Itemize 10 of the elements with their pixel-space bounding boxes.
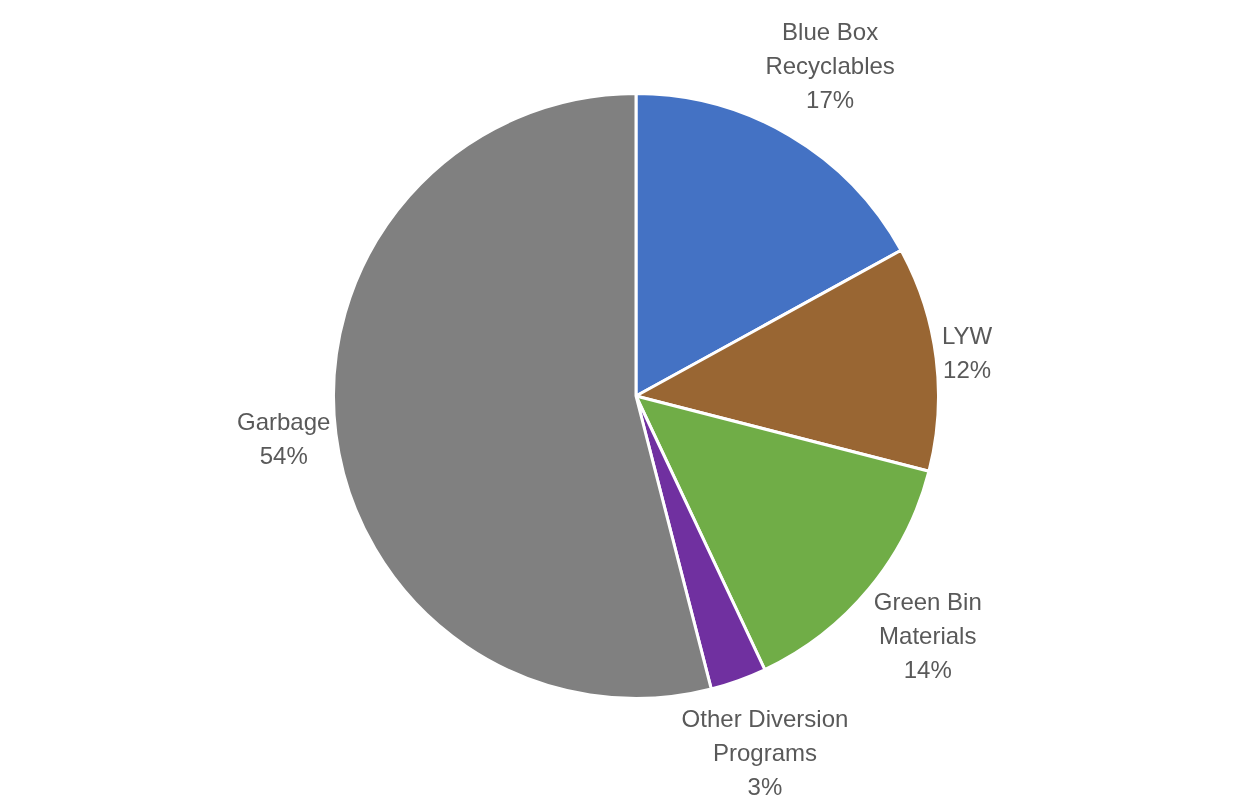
slice-label: Other Diversion Programs <box>681 704 849 766</box>
slice-label: Garbage <box>237 408 331 436</box>
slice-label: Blue Box Recyclables <box>765 18 895 80</box>
slice-label: Green Bin Materials <box>873 587 982 649</box>
data-label: 12% <box>943 355 992 383</box>
data-label: 54% <box>259 442 308 470</box>
data-label: 3% <box>747 772 783 800</box>
data-label: 14% <box>903 655 952 683</box>
data-label: 17% <box>806 86 855 114</box>
slice-label: LYW <box>941 321 993 349</box>
